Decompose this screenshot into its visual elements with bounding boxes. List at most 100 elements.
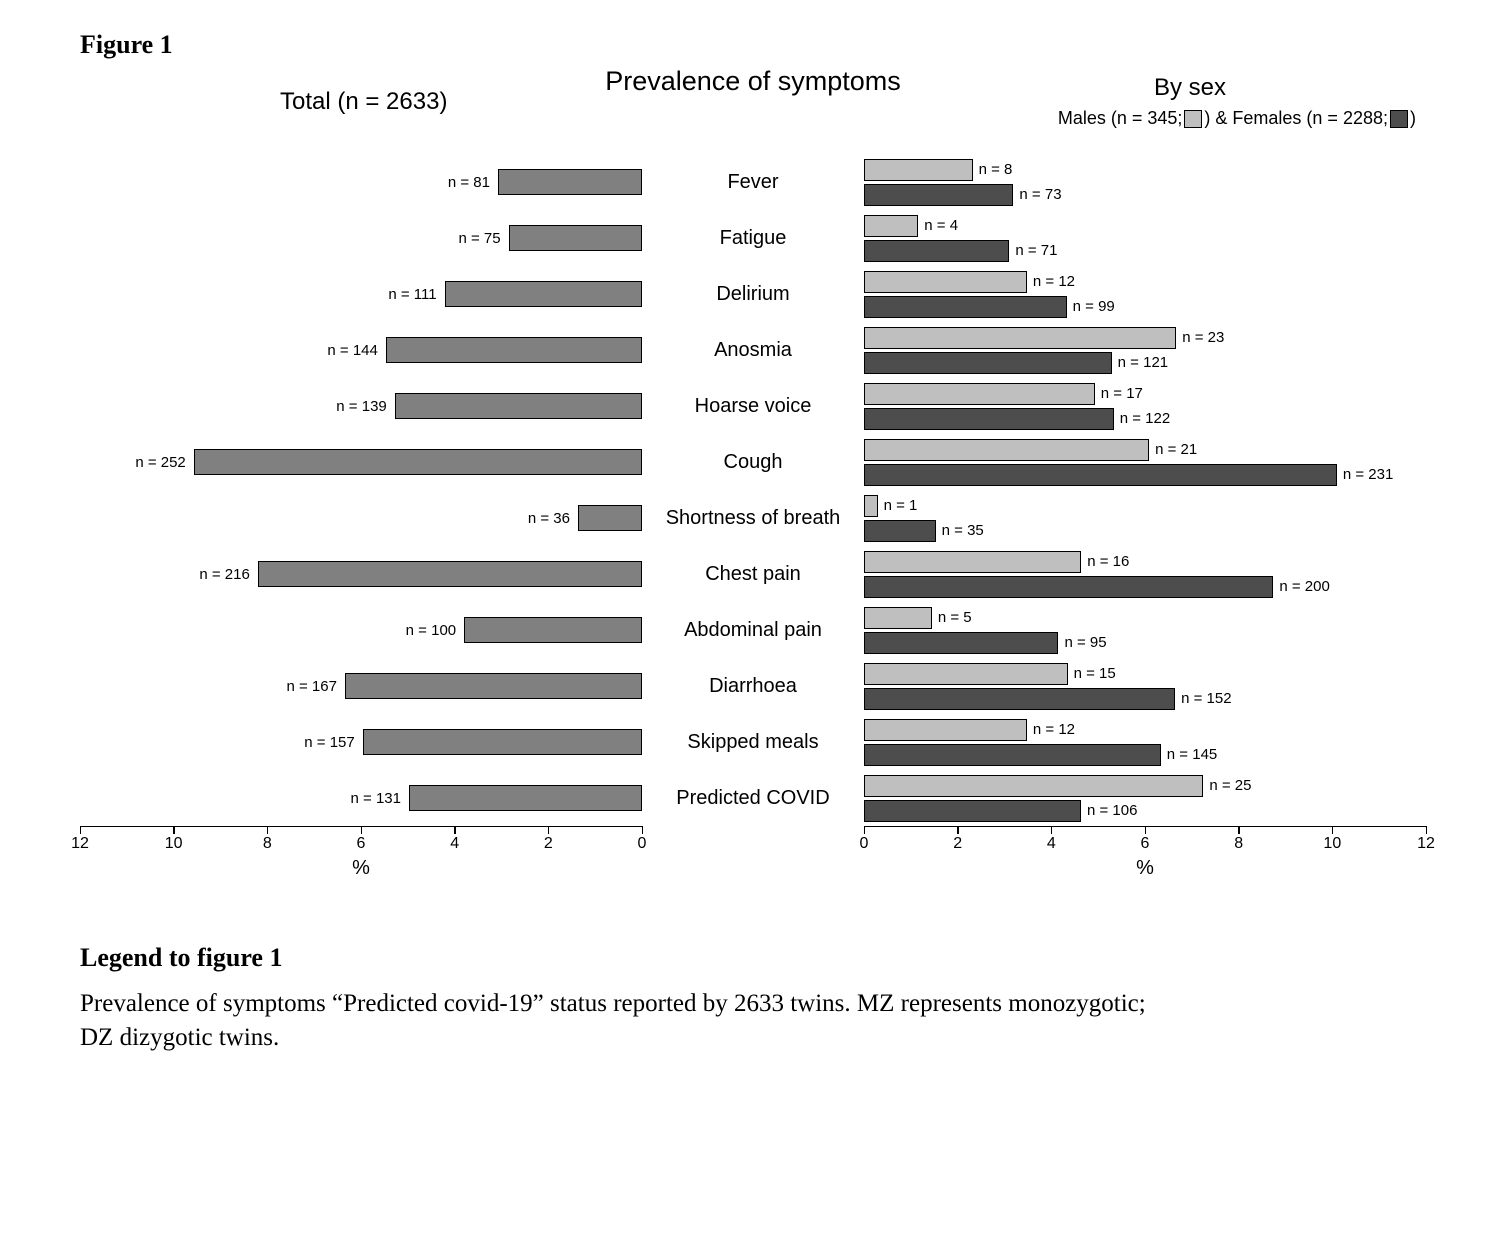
category-label: Cough — [724, 434, 783, 490]
female-bar — [864, 744, 1161, 766]
total-bar — [464, 617, 642, 643]
total-bar — [509, 225, 642, 251]
male-n-label: n = 16 — [1087, 553, 1129, 570]
male-bar — [864, 607, 932, 629]
x-axis-tick-label: 2 — [953, 835, 962, 853]
male-n-label: n = 23 — [1182, 329, 1224, 346]
x-axis-tick-label: 0 — [860, 835, 869, 853]
total-bar — [395, 393, 642, 419]
total-n-label: n = 167 — [287, 678, 337, 695]
sex-bar-row: n = 15 n = 152 — [864, 658, 1426, 714]
male-bar — [864, 775, 1203, 797]
sex-bar-row: n = 17n = 122 — [864, 378, 1426, 434]
chart-category-labels: FeverFatigueDeliriumAnosmiaHoarse voiceC… — [648, 154, 858, 873]
total-bar — [498, 169, 642, 195]
male-n-label: n = 17 — [1101, 385, 1143, 402]
x-axis-tick-label: 6 — [1141, 835, 1150, 853]
x-axis-tick-label: 10 — [165, 835, 183, 853]
category-label: Diarrhoea — [709, 658, 797, 714]
x-axis-tick-label: 10 — [1323, 835, 1341, 853]
total-bar-row: n = 139 — [80, 378, 642, 434]
category-label: Fever — [727, 154, 778, 210]
female-bar — [864, 184, 1013, 206]
mirrored-bar-chart: n = 81n = 75n = 111n = 144n = 139n = 252… — [80, 154, 1426, 873]
x-axis-label: % — [1136, 857, 1154, 880]
total-n-label: n = 75 — [458, 230, 500, 247]
sex-bar-row: n = 25 n = 106 — [864, 770, 1426, 826]
total-bar-row: n = 111 — [80, 266, 642, 322]
female-n-label: n = 121 — [1118, 354, 1168, 371]
total-bar-row: n = 100 — [80, 602, 642, 658]
x-axis: 024681012% — [864, 826, 1426, 873]
total-bar — [194, 449, 642, 475]
category-label: Fatigue — [720, 210, 787, 266]
female-bar — [864, 464, 1337, 486]
total-bar-row: n = 167 — [80, 658, 642, 714]
female-bar — [864, 800, 1081, 822]
male-bar — [864, 719, 1027, 741]
chart-subtitle-sex: Males (n = 345; ) & Females (n = 2288; ) — [1058, 108, 1416, 129]
total-bar-row: n = 144 — [80, 322, 642, 378]
sex-bar-row: n = 4n = 71 — [864, 210, 1426, 266]
female-bar — [864, 632, 1058, 654]
category-label: Hoarse voice — [695, 378, 812, 434]
x-axis-tick-label: 4 — [450, 835, 459, 853]
sex-bar-row: n = 1 n = 35 — [864, 490, 1426, 546]
female-bar — [864, 520, 936, 542]
category-label: Anosmia — [714, 322, 792, 378]
sex-bar-row: n = 5n = 95 — [864, 602, 1426, 658]
figure-page: Figure 1 Prevalence of symptoms Total (n… — [0, 0, 1506, 1115]
total-bar-row: n = 81 — [80, 154, 642, 210]
total-bar-row: n = 131 — [80, 770, 642, 826]
subtitle-sex-post: ) — [1410, 108, 1416, 129]
x-axis-tick-label: 6 — [357, 835, 366, 853]
subtitle-sex-pre: Males (n = 345; — [1058, 108, 1183, 129]
total-bar — [363, 729, 642, 755]
female-n-label: n = 152 — [1181, 690, 1231, 707]
legend-heading: Legend to figure 1 — [80, 943, 1426, 973]
male-n-label: n = 12 — [1033, 273, 1075, 290]
male-n-label: n = 8 — [979, 161, 1013, 178]
male-bar — [864, 215, 918, 237]
total-bar — [258, 561, 642, 587]
sex-bar-row: n = 12n = 145 — [864, 714, 1426, 770]
female-n-label: n = 106 — [1087, 802, 1137, 819]
x-axis-tick-label: 8 — [1234, 835, 1243, 853]
male-bar — [864, 551, 1081, 573]
female-n-label: n = 99 — [1073, 298, 1115, 315]
male-n-label: n = 1 — [884, 497, 918, 514]
female-bar — [864, 688, 1175, 710]
chart-title-main: Prevalence of symptoms — [605, 66, 901, 97]
sex-bar-row: n = 23 n = 121 — [864, 322, 1426, 378]
female-bar — [864, 408, 1114, 430]
female-n-label: n = 35 — [942, 522, 984, 539]
male-n-label: n = 15 — [1074, 665, 1116, 682]
female-bar — [864, 240, 1009, 262]
legend-text: Prevalence of symptoms “Predicted covid-… — [80, 987, 1180, 1055]
sex-bar-row: n = 12 n = 99 — [864, 266, 1426, 322]
male-bar — [864, 439, 1149, 461]
x-axis-tick-label: 4 — [1047, 835, 1056, 853]
x-axis-tick-label: 0 — [638, 835, 647, 853]
male-n-label: n = 25 — [1209, 777, 1251, 794]
x-axis-tick-label: 2 — [544, 835, 553, 853]
male-n-label: n = 12 — [1033, 721, 1075, 738]
male-bar — [864, 663, 1068, 685]
female-n-label: n = 95 — [1064, 634, 1106, 651]
chart-right-panel: n = 8n = 73n = 4n = 71n = 12n = 99n = 23… — [864, 154, 1426, 873]
female-n-label: n = 73 — [1019, 186, 1061, 203]
total-n-label: n = 216 — [199, 566, 249, 583]
total-bar — [386, 337, 642, 363]
total-n-label: n = 111 — [388, 286, 436, 303]
female-bar — [864, 296, 1067, 318]
total-n-label: n = 252 — [135, 454, 185, 471]
category-label: Skipped meals — [687, 714, 818, 770]
total-bar — [578, 505, 642, 531]
x-axis-tick-label: 12 — [71, 835, 89, 853]
total-bar-row: n = 157 — [80, 714, 642, 770]
female-n-label: n = 71 — [1015, 242, 1057, 259]
sex-bar-row: n = 8 n = 73 — [864, 154, 1426, 210]
total-n-label: n = 139 — [336, 398, 386, 415]
category-label: Shortness of breath — [666, 490, 841, 546]
female-bar — [864, 576, 1273, 598]
